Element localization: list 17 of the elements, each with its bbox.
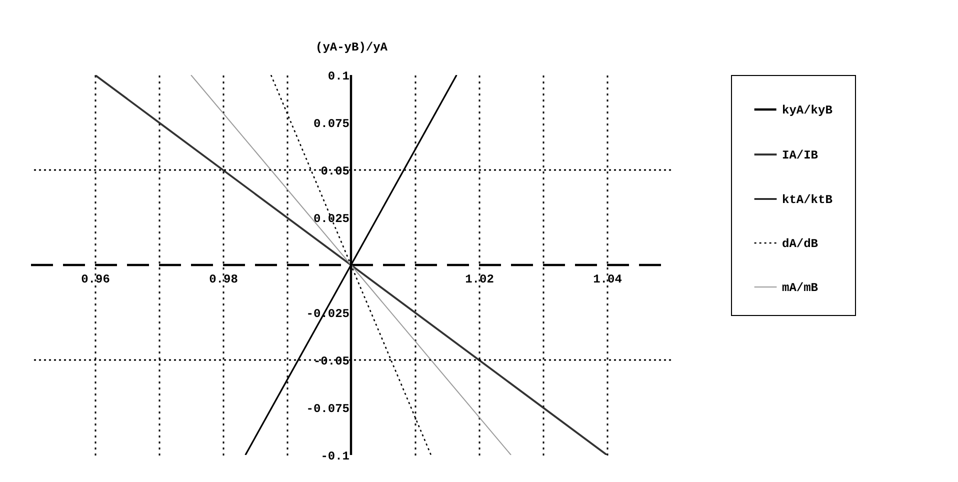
y-tick-label: -0.1: [320, 450, 350, 464]
y-tick-label: 0.05: [320, 164, 350, 178]
x-tick-label: 1.02: [465, 272, 494, 286]
legend-label: dA/dB: [782, 237, 818, 251]
legend-label: ktA/ktB: [782, 193, 832, 207]
x-tick-label: 1.04: [593, 272, 622, 286]
y-axis-title: (yA-yB)/yA: [315, 40, 388, 54]
y-tick-label: -0.05: [313, 354, 350, 368]
legend-label: IA/IB: [782, 148, 818, 162]
legend-label: mA/mB: [782, 281, 818, 295]
x-tick-label: 0.98: [209, 272, 238, 286]
x-tick-label: 0.96: [81, 272, 110, 286]
y-tick-label: 0.025: [313, 212, 350, 226]
legend-label: kyA/kyB: [782, 104, 832, 118]
y-tick-label: 0.075: [313, 117, 350, 131]
y-tick-label: 0.1: [328, 70, 350, 84]
y-tick-label: -0.075: [306, 402, 350, 416]
